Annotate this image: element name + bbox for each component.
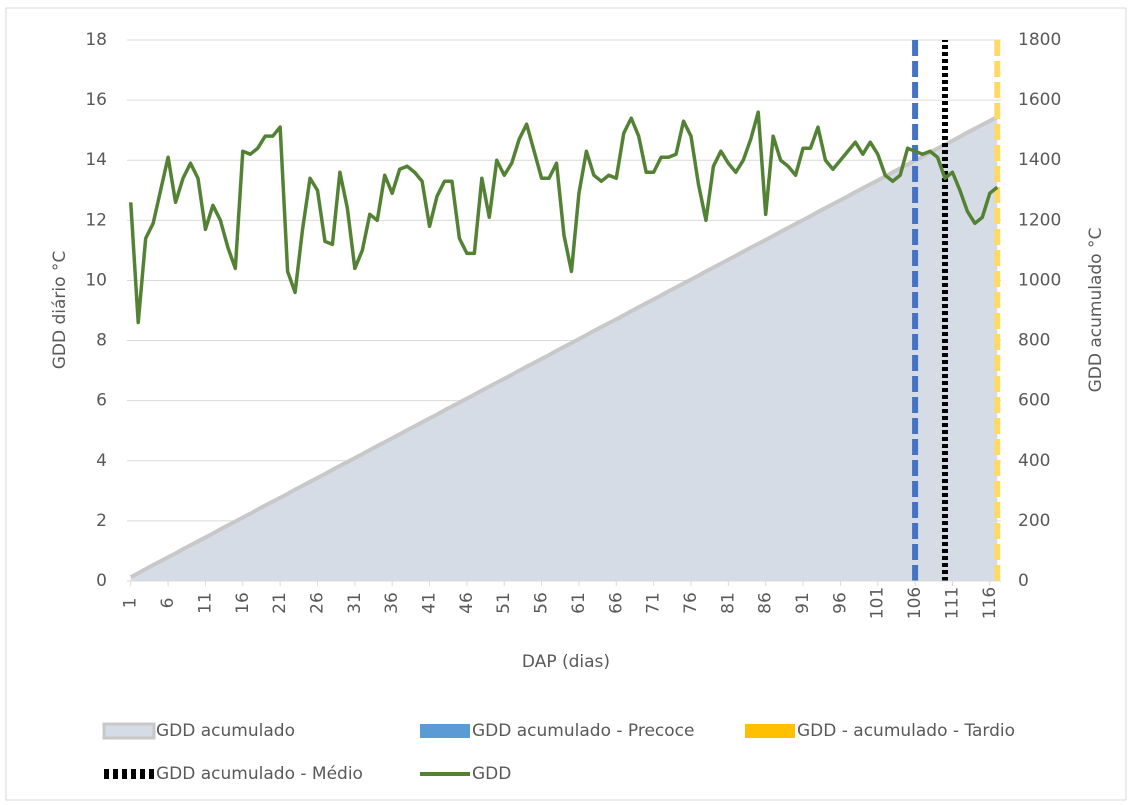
legend-swatch: [745, 724, 795, 738]
y2-tick-label: 1400: [1018, 150, 1061, 170]
x-tick-label: 6: [158, 598, 178, 609]
y-tick-label: 2: [96, 511, 107, 531]
x-tick-label: 11: [195, 592, 215, 614]
line: [128, 110, 999, 325]
x-tick-label: 76: [681, 592, 701, 614]
y-tick-label: 4: [96, 451, 107, 471]
legend-label: GDD - acumulado - Tardio: [797, 721, 1015, 741]
x-tick-label: 46: [457, 592, 477, 614]
y-tick-label: 16: [85, 90, 107, 110]
x-tick-label: 26: [307, 592, 327, 614]
x-tick-label: 86: [756, 592, 776, 614]
y2-tick-label: 1200: [1018, 210, 1061, 230]
plot-area: [128, 40, 1001, 581]
x-tick-label: 21: [270, 592, 290, 614]
y2-axis-label: GDD acumulado °C: [1086, 228, 1106, 393]
x-tick-label: 96: [830, 592, 850, 614]
area-edge: [129, 115, 999, 579]
legend-label: GDD acumulado - Precoce: [472, 721, 695, 741]
y2-tick-label: 600: [1018, 391, 1050, 411]
x-tick-label: 116: [980, 587, 1000, 619]
legend-item: GDD acumulado - Precoce: [420, 721, 695, 741]
y-tick-label: 6: [96, 391, 107, 411]
y-tick-label: 18: [85, 30, 107, 50]
x-tick-label: 51: [494, 592, 514, 614]
legend-item: GDD - acumulado - Tardio: [745, 721, 1015, 741]
legend-item: GDD acumulado - Médio: [104, 764, 363, 784]
x-tick-label: 66: [606, 592, 626, 614]
legend-swatch: [102, 722, 156, 740]
x-tick-label: 1: [121, 598, 141, 609]
y2-tick-label: 1000: [1018, 270, 1061, 290]
y2-tick-label: 1600: [1018, 90, 1061, 110]
x-tick-label: 81: [718, 592, 738, 614]
x-tick-label: 71: [644, 592, 664, 614]
x-tick-label: 41: [420, 592, 440, 614]
x-tick-label: 91: [793, 592, 813, 614]
legend-label: GDD acumulado - Médio: [156, 764, 363, 784]
y-tick-label: 14: [85, 150, 107, 170]
x-tick-label: 111: [942, 587, 962, 619]
y2-tick-label: 0: [1018, 571, 1029, 591]
y-tick-label: 8: [96, 331, 107, 351]
x-axis-label: DAP (dias): [522, 652, 610, 672]
y2-tick-label: 400: [1018, 451, 1050, 471]
y-tick-label: 10: [85, 270, 107, 290]
x-tick-label: 16: [233, 592, 253, 614]
y2-tick-label: 800: [1018, 331, 1050, 351]
legend-label: GDD acumulado: [156, 721, 295, 741]
x-tick-label: 101: [868, 587, 888, 619]
y-tick-label: 12: [85, 210, 107, 230]
legend-label: GDD: [472, 764, 511, 784]
x-tick-label: 31: [345, 592, 365, 614]
y2-tick-label: 1800: [1018, 30, 1061, 50]
y-axis-label: GDD diário °C: [50, 251, 70, 370]
x-tick-label: 36: [382, 592, 402, 614]
x-tick-label: 106: [905, 587, 925, 619]
y2-tick-label: 200: [1018, 511, 1050, 531]
legend-item: GDD: [420, 764, 511, 784]
x-tick-label: 56: [532, 592, 552, 614]
legend-item: GDD acumulado: [102, 721, 295, 741]
y-tick-label: 0: [96, 571, 107, 591]
x-tick-label: 61: [569, 592, 589, 614]
legend-swatch: [420, 724, 470, 738]
